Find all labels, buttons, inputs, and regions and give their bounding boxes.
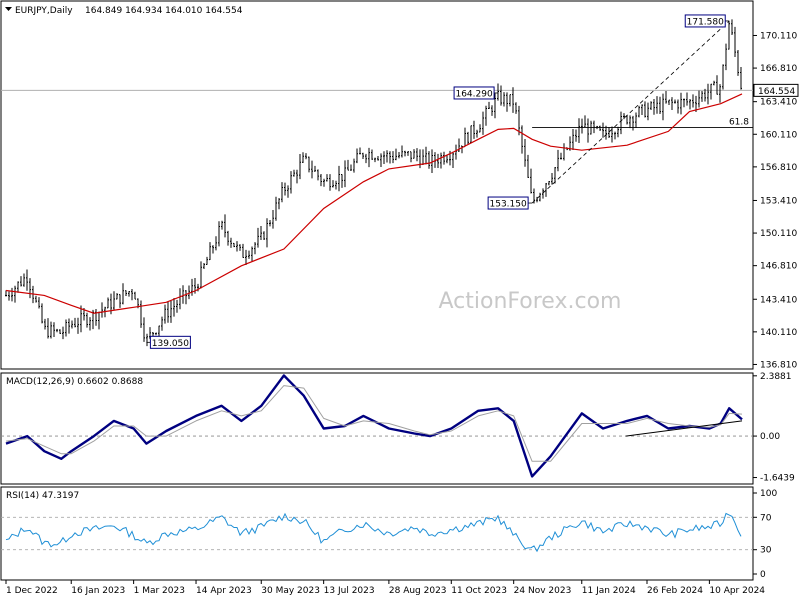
price-series-group: 171.580 164.290 153.150 139.050 61.8 <box>1 14 753 349</box>
macd-title: MACD(12,26,9) 0.6602 0.8688 <box>6 377 143 387</box>
rsi-tick-label: 100 <box>760 489 777 499</box>
callout-label: 139.050 <box>152 339 189 349</box>
price-tick-label: 140.110 <box>760 328 797 338</box>
price-tick-label: 166.810 <box>760 64 797 74</box>
last-price-tag <box>753 83 799 97</box>
macd-tick-label: 2.3881 <box>760 372 792 382</box>
macd-tick-label: 0.00 <box>760 432 780 442</box>
price-tick-label: 163.410 <box>760 98 797 108</box>
callout-box <box>684 14 726 28</box>
rsi-title: RSI(14) 47.3197 <box>6 491 79 501</box>
dropdown-triangle-icon[interactable] <box>5 7 12 11</box>
date-tick-label: 28 Aug 2023 <box>389 586 447 596</box>
price-tick-label: 146.810 <box>760 262 797 272</box>
rsi-tick-label: 30 <box>760 546 772 556</box>
date-tick-label: 10 Apr 2024 <box>709 586 765 596</box>
rsi-tick-label: 0 <box>760 570 766 580</box>
symbol-label: EURJPY,Daily <box>15 6 73 16</box>
rsi-series-group <box>1 512 753 553</box>
sma-line <box>5 93 743 314</box>
date-tick-label: 11 Oct 2023 <box>451 586 507 596</box>
ohlc-label: 164.849 164.934 164.010 164.554 <box>85 6 243 16</box>
price-tick-label: 150.110 <box>760 229 797 239</box>
date-tick-label: 16 Jan 2023 <box>71 586 125 596</box>
price-tick-label: 136.810 <box>760 360 797 370</box>
date-tick-label: 1 Dec 2022 <box>6 586 58 596</box>
watermark: ActionForex.com <box>439 289 622 314</box>
rsi-panel <box>0 486 754 581</box>
date-tick-label: 13 Jul 2023 <box>324 586 375 596</box>
price-tick-label: 153.410 <box>760 196 797 206</box>
fib-level-label: 61.8 <box>729 117 749 127</box>
macd-series-group <box>1 374 753 478</box>
signal-line <box>5 385 743 462</box>
axes-group: 170.110 166.810 163.410 160.110 156.810 153.4… <box>5 31 799 596</box>
price-tick-label: 160.110 <box>760 130 797 140</box>
rsi-line <box>5 512 742 553</box>
price-tick-label: 143.410 <box>760 295 797 305</box>
callout-box <box>149 335 191 349</box>
price-tick-label: 156.810 <box>760 163 797 173</box>
callout-box <box>487 196 529 210</box>
date-tick-label: 14 Apr 2023 <box>196 586 252 596</box>
callout-label: 171.580 <box>687 17 724 27</box>
date-tick-label: 24 Nov 2023 <box>514 586 572 596</box>
macd-panel <box>0 372 754 485</box>
callout-label: 164.290 <box>455 89 492 99</box>
date-tick-label: 1 Mar 2023 <box>134 586 185 596</box>
price-panel <box>0 0 754 370</box>
date-tick-label: 26 Feb 2024 <box>647 586 703 596</box>
date-tick-label: 30 May 2023 <box>261 586 320 596</box>
callout-box <box>453 86 495 100</box>
macd-tick-label: -1.6439 <box>760 474 795 484</box>
date-tick-label: 11 Jan 2024 <box>582 586 636 596</box>
swing-trendline <box>531 20 730 204</box>
last-price-label: 164.554 <box>758 87 795 97</box>
callout-label: 153.150 <box>490 200 527 210</box>
rsi-tick-label: 70 <box>760 513 772 523</box>
price-tick-label: 170.110 <box>760 31 797 41</box>
macd-trendline <box>625 420 743 437</box>
